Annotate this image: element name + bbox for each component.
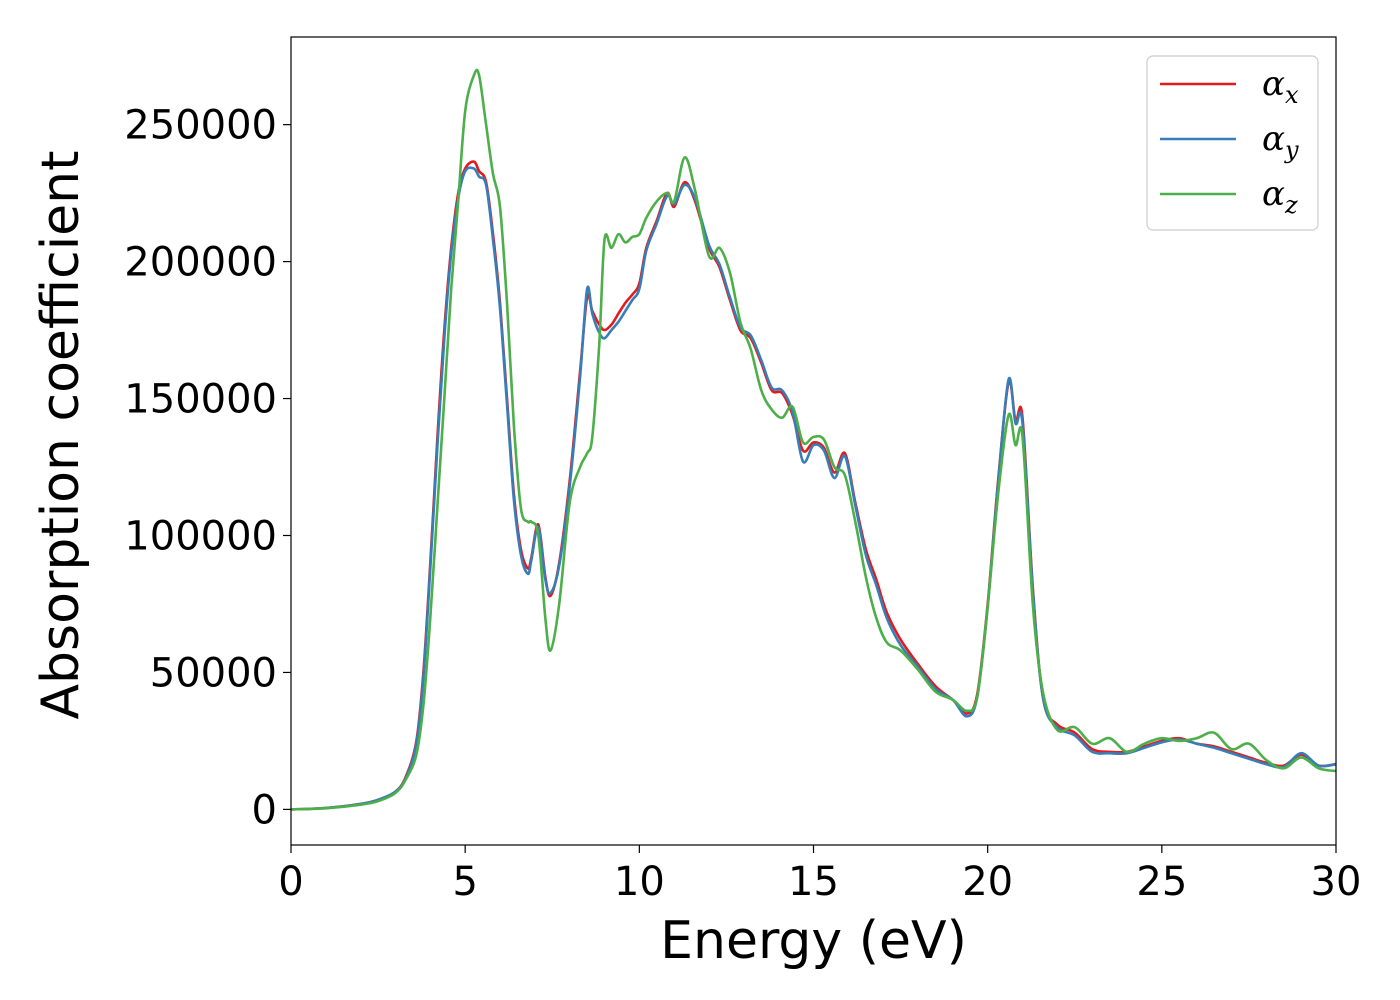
legend-subscript: z	[1284, 191, 1298, 219]
y-axis: 0 50000 100000 150000 200000 250000	[124, 103, 291, 833]
legend-label-z: αz	[1262, 174, 1298, 219]
legend-subscript: y	[1284, 136, 1299, 164]
x-tick-label: 20	[962, 859, 1013, 905]
y-tick-label: 250000	[124, 103, 277, 149]
x-tick-label: 5	[452, 859, 477, 905]
x-tick-label: 30	[1311, 859, 1362, 905]
legend-symbol: α	[1262, 174, 1285, 214]
legend-label-x: αx	[1262, 64, 1299, 109]
legend-label-y: αy	[1262, 119, 1299, 164]
x-tick-label: 15	[788, 859, 839, 905]
y-axis-label: Absorption coefficient	[31, 150, 91, 719]
series-line-x	[291, 160, 1336, 811]
series-line-z	[291, 68, 1336, 811]
y-tick-label: 200000	[124, 240, 277, 286]
y-tick-label: 100000	[124, 513, 277, 559]
legend-symbol: α	[1262, 119, 1285, 159]
legend-symbol: α	[1262, 64, 1285, 104]
x-tick-label: 0	[278, 859, 303, 905]
x-axis: 0 5 10 15 20 25 30	[278, 845, 1361, 905]
y-tick-label: 150000	[124, 377, 277, 423]
x-tick-label: 25	[1136, 859, 1187, 905]
series-lines	[291, 68, 1336, 811]
legend-box	[1146, 55, 1319, 231]
y-tick-label: 0	[252, 787, 277, 833]
series-line-y	[291, 166, 1336, 811]
x-axis-label: Energy (eV)	[660, 911, 967, 971]
x-tick-label: 10	[614, 859, 665, 905]
legend-subscript: x	[1285, 81, 1299, 109]
y-tick-label: 50000	[150, 650, 277, 696]
